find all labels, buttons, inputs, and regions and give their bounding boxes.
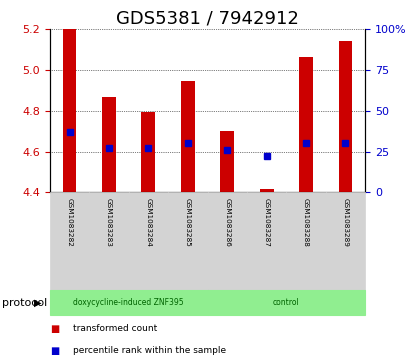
Text: GSM1083285: GSM1083285 — [185, 198, 191, 247]
Text: doxycycline-induced ZNF395: doxycycline-induced ZNF395 — [73, 298, 184, 307]
Text: percentile rank within the sample: percentile rank within the sample — [73, 346, 226, 355]
Title: GDS5381 / 7942912: GDS5381 / 7942912 — [116, 9, 299, 28]
Bar — [142, 112, 155, 192]
Bar — [63, 29, 76, 192]
Bar — [260, 189, 273, 192]
Text: control: control — [273, 298, 300, 307]
Text: GSM1083284: GSM1083284 — [145, 198, 151, 247]
Bar — [339, 41, 352, 192]
Text: ▶: ▶ — [34, 298, 42, 308]
Bar — [102, 97, 116, 192]
Text: GSM1083289: GSM1083289 — [342, 198, 349, 247]
Bar — [220, 131, 234, 192]
Text: GSM1083283: GSM1083283 — [106, 198, 112, 247]
Text: transformed count: transformed count — [73, 324, 157, 333]
Text: GSM1083287: GSM1083287 — [264, 198, 270, 247]
Text: GSM1083286: GSM1083286 — [224, 198, 230, 247]
Text: ■: ■ — [50, 324, 59, 334]
Text: protocol: protocol — [2, 298, 47, 308]
Bar — [299, 57, 313, 192]
Text: ■: ■ — [50, 346, 59, 356]
Text: GSM1083282: GSM1083282 — [66, 198, 73, 247]
Bar — [181, 81, 195, 192]
Text: GSM1083288: GSM1083288 — [303, 198, 309, 247]
